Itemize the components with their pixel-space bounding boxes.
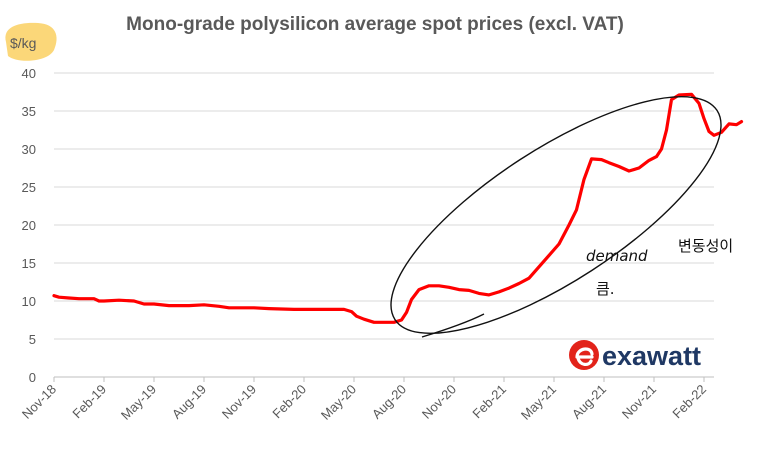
hand-drawn-underline-stroke: [421, 313, 485, 338]
y-tick-label: 35: [22, 104, 36, 119]
y-tick-label: 30: [22, 142, 36, 157]
handwritten-note-large: 큼.: [596, 280, 615, 298]
y-tick-label: 10: [22, 294, 36, 309]
y-tick-label: 15: [22, 256, 36, 271]
x-tick-label: Feb-19: [69, 382, 109, 422]
exawatt-logo-text: exawatt: [602, 341, 701, 371]
x-tick-label: Nov-19: [219, 382, 259, 422]
x-tick-label: Nov-18: [19, 382, 59, 422]
x-tick-label: Feb-20: [269, 382, 309, 422]
x-tick-label: Feb-22: [669, 382, 709, 422]
y-tick-label: 40: [22, 66, 36, 81]
handwritten-note-volatility: 변동성이: [678, 237, 733, 255]
handwritten-note-demand: demand: [586, 247, 648, 265]
x-axis: [53, 376, 714, 382]
yellow-highlight-mark: [5, 22, 57, 61]
y-tick-label: 20: [22, 218, 36, 233]
x-tick-label: Aug-19: [169, 382, 209, 422]
x-tick-label: Nov-20: [419, 382, 459, 422]
x-tick-label: May-19: [118, 382, 159, 423]
x-tick-label: May-20: [318, 382, 359, 423]
y-tick-label: 0: [29, 370, 36, 385]
series-layer: [52, 92, 744, 324]
y-tick-label: 25: [22, 180, 36, 195]
chart-title: Mono-grade polysilicon average spot pric…: [126, 14, 624, 35]
hand-drawn-ellipse-annotation: [390, 95, 722, 335]
series-line-price: [52, 92, 744, 324]
x-tick-label: Feb-21: [469, 382, 509, 422]
x-tick-label: Aug-20: [369, 382, 409, 422]
x-tick-label: May-21: [518, 382, 559, 423]
x-tick-label: Aug-21: [569, 382, 609, 422]
exawatt-logo: exawatt: [569, 340, 701, 371]
x-tick-label: Nov-21: [619, 382, 659, 422]
y-tick-labels: 0 5 10 15 20 25 30 35 40: [22, 66, 36, 385]
exawatt-e-logo-mark: [575, 347, 594, 366]
y-axis-label: $/kg: [10, 35, 36, 51]
gridlines: [54, 72, 714, 340]
x-tick-labels: Nov-18 Feb-19 May-19 Aug-19 Nov-19 Feb-20 May-…: [19, 382, 709, 423]
y-tick-label: 5: [29, 332, 36, 347]
